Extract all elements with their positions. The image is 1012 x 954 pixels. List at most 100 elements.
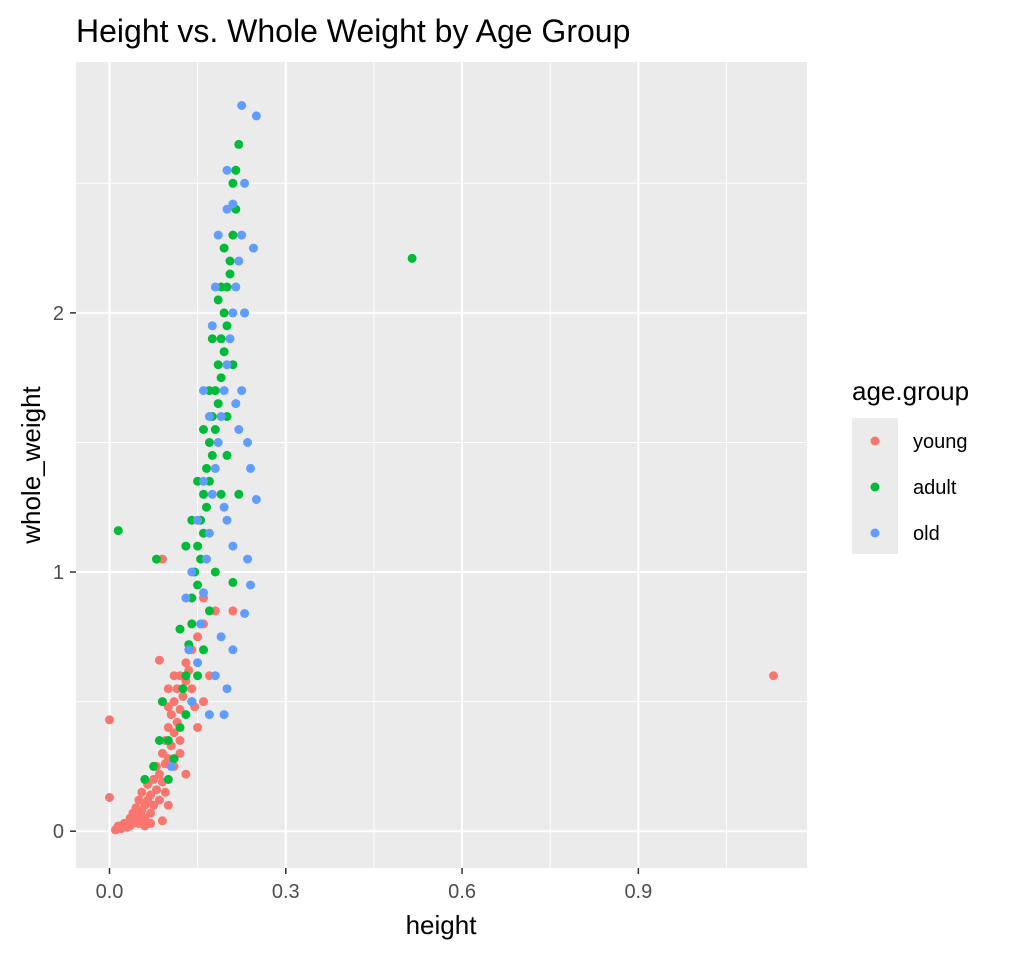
data-point-adult [225, 256, 235, 266]
data-point-young [163, 723, 173, 732]
data-point-old [222, 684, 232, 694]
data-point-adult [199, 645, 208, 655]
data-point-old [199, 476, 208, 486]
data-point-young [137, 787, 147, 797]
data-point-old [228, 541, 238, 551]
data-point-young [154, 795, 164, 805]
data-point-adult [234, 489, 244, 499]
data-point-adult [157, 697, 167, 707]
data-point-adult [152, 554, 161, 564]
data-point-old [219, 710, 229, 720]
data-point-old [231, 399, 241, 409]
data-point-old [204, 710, 214, 720]
data-point-young [169, 697, 179, 707]
data-point-adult [181, 541, 191, 551]
data-point-old [246, 463, 255, 473]
data-point-old [237, 230, 247, 240]
data-point-adult [228, 577, 238, 587]
data-point-old [181, 593, 191, 603]
data-point-old [234, 425, 244, 434]
data-point-adult [204, 606, 214, 616]
data-point-young [160, 787, 170, 797]
data-point-old [222, 515, 232, 525]
data-point-adult [175, 624, 185, 634]
legend-key-adult [870, 482, 880, 492]
data-point-old [222, 204, 232, 214]
data-point-adult [219, 347, 229, 357]
data-point-old [213, 230, 223, 240]
legend-label-old: old [913, 523, 940, 545]
data-point-old [187, 697, 197, 707]
data-point-old [243, 554, 253, 564]
data-point-old [216, 412, 226, 421]
data-point-adult [149, 761, 159, 771]
data-point-old [219, 386, 229, 396]
data-point-old [243, 438, 253, 447]
data-point-old [204, 528, 214, 538]
data-point-old [207, 321, 217, 331]
data-point-young [152, 785, 161, 795]
legend-title: age.group [852, 376, 969, 406]
data-point-old [246, 580, 255, 590]
data-points [105, 101, 778, 835]
data-point-young [166, 710, 176, 720]
data-point-adult [210, 567, 220, 577]
data-point-adult [207, 450, 217, 460]
data-point-old [234, 256, 244, 266]
data-point-adult [178, 684, 188, 694]
legend-label-young: young [913, 431, 968, 453]
y-tick-label: 2 [53, 303, 64, 325]
data-point-old [199, 386, 208, 396]
x-axis-ticks: 0.0 0.3 0.6 0.9 [96, 868, 652, 903]
data-point-young [163, 702, 173, 712]
data-point-young [163, 684, 173, 694]
x-tick-label: 0.6 [448, 881, 476, 903]
data-point-adult [175, 723, 185, 732]
y-tick-label: 0 [53, 821, 64, 843]
data-point-adult [228, 230, 238, 240]
data-point-old [166, 761, 176, 771]
data-point-old [193, 515, 203, 525]
x-tick-label: 0.3 [272, 881, 300, 903]
data-point-old [251, 111, 261, 121]
data-point-young [178, 691, 188, 701]
data-point-adult [234, 139, 244, 149]
data-point-young [149, 774, 159, 784]
data-point-young [181, 769, 191, 779]
data-point-young [199, 697, 208, 707]
data-point-young [134, 818, 144, 828]
data-point-adult [199, 425, 208, 434]
data-point-young [163, 800, 173, 810]
data-point-young [154, 655, 164, 665]
data-point-young [146, 808, 156, 818]
data-point-old [228, 308, 238, 318]
data-point-young [157, 816, 167, 826]
data-point-young [169, 671, 179, 681]
data-point-old [225, 334, 235, 344]
data-point-adult [219, 308, 229, 318]
data-point-adult [202, 463, 211, 473]
data-point-old [210, 282, 220, 292]
data-point-adult [193, 541, 203, 551]
data-point-young [105, 715, 114, 725]
data-point-old [222, 165, 232, 175]
data-point-old [187, 567, 197, 577]
data-point-adult [140, 774, 150, 784]
data-point-old [231, 282, 241, 292]
y-axis-title: whole_weight [16, 385, 46, 544]
data-point-adult [228, 178, 238, 188]
data-point-old [240, 308, 250, 318]
data-point-adult [181, 710, 191, 720]
chart-title: Height vs. Whole Weight by Age Group [76, 13, 630, 49]
data-point-old [207, 489, 217, 499]
legend-key-old [870, 528, 880, 538]
data-point-old [202, 554, 211, 564]
x-tick-label: 0.9 [624, 881, 652, 903]
data-point-old [216, 632, 226, 642]
data-point-adult [222, 450, 232, 460]
data-point-old [237, 386, 247, 396]
data-point-young [169, 728, 179, 738]
legend-label-adult: adult [913, 477, 957, 499]
legend-key-young [870, 436, 880, 446]
